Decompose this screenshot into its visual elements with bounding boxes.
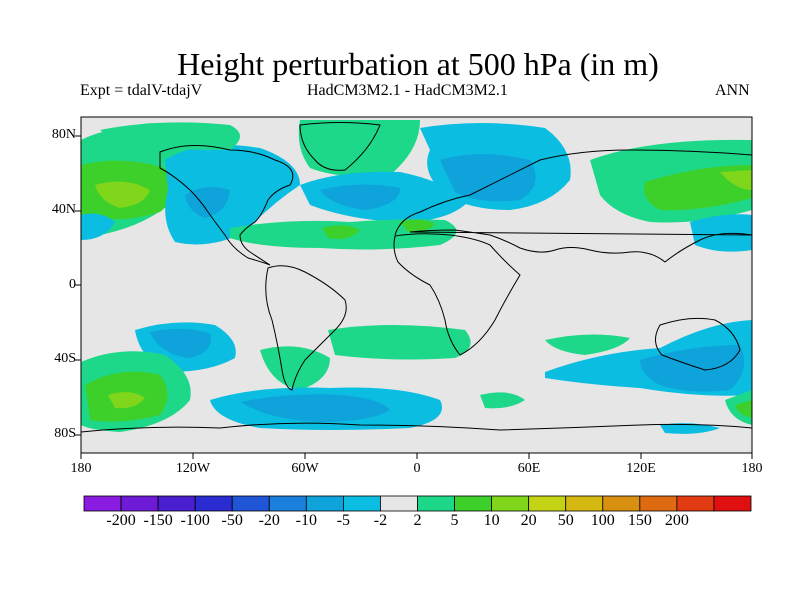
colorbar-label: 200 xyxy=(664,512,689,529)
coastline-greenland xyxy=(299,122,381,171)
coastline-antarctica xyxy=(81,422,752,433)
colorbar-label: -150 xyxy=(143,512,173,529)
field-blue-north-atlantic xyxy=(320,184,400,210)
colorbar-label: -10 xyxy=(295,512,317,529)
colorbar-label: -200 xyxy=(106,512,136,529)
colorbar-label: 100 xyxy=(590,512,615,529)
colorbar-label: 5 xyxy=(450,512,459,529)
field-blue-europe-asia xyxy=(440,154,536,202)
colorbar-swatch xyxy=(639,495,678,512)
lon-label-60w: 60W xyxy=(291,461,319,476)
coastline-north-america xyxy=(159,144,294,266)
colorbar-swatch xyxy=(528,495,567,512)
lon-label-120e: 120E xyxy=(626,461,656,476)
colorbar-swatch xyxy=(194,495,233,512)
colorbar-label: -2 xyxy=(373,512,388,529)
colorbar xyxy=(83,495,752,512)
field-cyan-far-south-pacific xyxy=(660,423,720,434)
coastlines xyxy=(81,122,752,433)
colorbar-swatch xyxy=(713,495,752,512)
field-green-north-atlantic-top xyxy=(100,122,240,150)
field-lime-mid-atlantic xyxy=(322,225,360,239)
colorbar-label: -50 xyxy=(221,512,243,529)
field-green-south-america xyxy=(260,346,330,390)
colorbar-swatch xyxy=(565,495,604,512)
coastline-eurasia xyxy=(394,149,752,263)
lat-label-40s: 40S xyxy=(54,351,76,366)
lat-label-0: 0 xyxy=(69,277,76,292)
field-blue-southern-ocean xyxy=(240,394,390,422)
colorbar-swatch xyxy=(602,495,641,512)
colorbar-swatch xyxy=(454,495,493,512)
field-yellow-southeast-pacific xyxy=(108,392,145,409)
colorbar-label: 10 xyxy=(483,512,500,529)
lat-label-80s: 80S xyxy=(54,426,76,441)
lon-label-60e: 60E xyxy=(517,461,541,476)
colorbar-label: 2 xyxy=(413,512,422,529)
colorbar-swatch xyxy=(268,495,307,512)
field-green-south-atlantic xyxy=(328,325,471,360)
colorbar-swatch xyxy=(157,495,196,512)
colorbar-label: 50 xyxy=(557,512,574,529)
lat-label-40n: 40N xyxy=(51,202,76,217)
coastline-africa xyxy=(393,233,521,356)
colorbar-label: 150 xyxy=(627,512,652,529)
lon-label-180-west: 180 xyxy=(70,461,92,476)
field-green-greenland xyxy=(298,120,420,177)
model-label: HadCM3M2.1 - HadCM3M2.1 xyxy=(307,82,508,99)
field-blue-south-pacific xyxy=(150,328,211,358)
colorbar-swatch xyxy=(676,495,715,512)
colorbar-swatch xyxy=(305,495,344,512)
field-cyan-north-america xyxy=(165,144,300,245)
colorbar-swatch xyxy=(83,495,122,512)
colorbar-label: -20 xyxy=(258,512,280,529)
field-cyan-west-pacific-edge xyxy=(81,213,115,240)
colorbar-label: -100 xyxy=(180,512,210,529)
axis-ticks xyxy=(75,135,753,459)
field-cyan-north-pacific xyxy=(690,214,752,252)
colorbar-swatch xyxy=(342,495,381,512)
field-green-southern-ocean-mid xyxy=(480,392,525,409)
season-label: ANN xyxy=(715,82,750,99)
lat-label-80n: 80N xyxy=(51,127,76,142)
map-title: Height perturbation at 500 hPa (in m) xyxy=(177,46,659,82)
colorbar-swatch xyxy=(417,495,455,512)
field-yellow-ne-asia xyxy=(720,170,752,190)
field-yellow-nw-pacific xyxy=(95,181,150,208)
map-fields xyxy=(81,117,752,453)
colorbar-swatch xyxy=(380,495,418,512)
colorbar-swatch xyxy=(120,495,159,512)
coastline-south-america xyxy=(265,265,347,391)
coastline-australia xyxy=(655,317,741,371)
colorbar-label: -5 xyxy=(336,512,351,529)
colorbar-swatch xyxy=(491,495,530,512)
colorbar-label: 20 xyxy=(520,512,537,529)
lon-label-0: 0 xyxy=(413,461,421,476)
field-green-indian-ocean xyxy=(545,334,630,355)
colorbar-swatch xyxy=(231,495,270,512)
lon-label-180-east: 180 xyxy=(741,461,763,476)
lon-label-120w: 120W xyxy=(175,461,211,476)
experiment-label: Expt = tdalV-tdajV xyxy=(80,82,203,99)
field-lime-north-africa xyxy=(400,219,435,233)
field-lime-far-east xyxy=(735,400,752,418)
field-blue-north-america xyxy=(185,186,230,218)
